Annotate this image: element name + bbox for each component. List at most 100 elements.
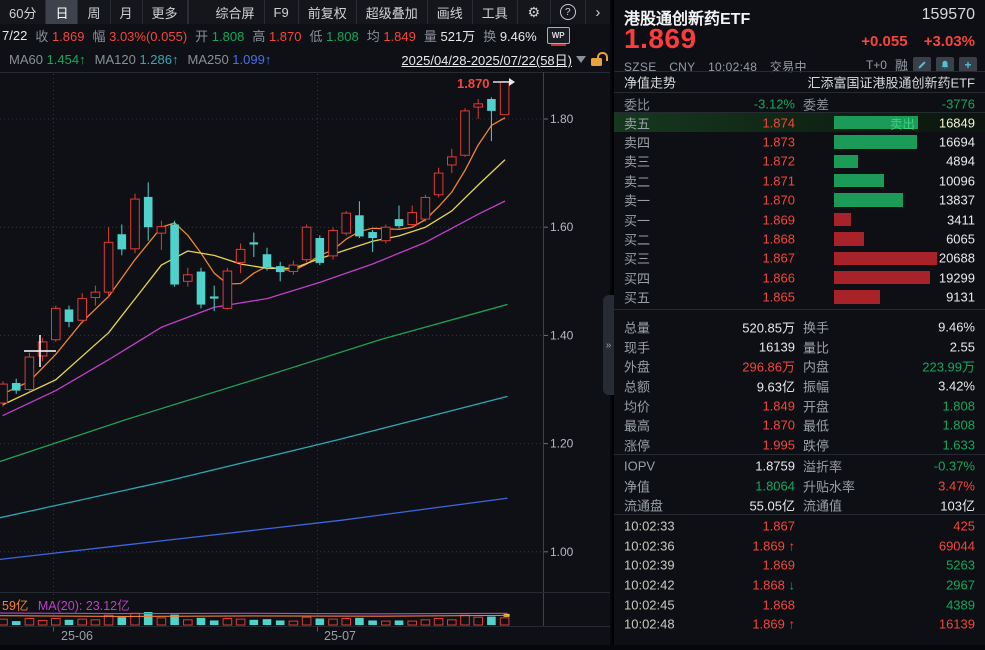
volume-bar <box>499 617 510 626</box>
stat-row: 均价 1.849 开盘 1.808 <box>614 396 985 416</box>
toolbar-button-综合屏[interactable]: 综合屏 <box>207 0 265 24</box>
candle <box>288 264 299 273</box>
ma-legend-bar: MA60 1.454↑ MA120 1.286↑ MA250 1.099↑ 2025… <box>0 47 610 73</box>
expand-toolbar-button[interactable]: › <box>586 0 610 24</box>
tab-period-月[interactable]: 月 <box>111 0 143 24</box>
order-volume: 19299 <box>938 270 975 286</box>
quote-tools: T+0 融 + <box>866 55 977 74</box>
nav-row: 净值走势 汇添富国证港股通创新药ETF <box>614 72 985 91</box>
order-row-buy[interactable]: 买三 1.867 20688 <box>614 249 985 268</box>
alert-button[interactable] <box>936 57 954 72</box>
wencai-wp-icon[interactable]: WP <box>546 27 570 46</box>
nav-trend-tab[interactable]: 净值走势 <box>624 75 677 90</box>
depth-bar <box>834 290 880 304</box>
volume-bar <box>420 619 431 626</box>
help-button[interactable]: ? <box>551 0 586 24</box>
tick-row: 10:02:33 1.867 425 <box>614 516 985 536</box>
volume-bar <box>0 618 8 626</box>
order-volume: 13837 <box>938 192 975 208</box>
toolbar-button-F9[interactable]: F9 <box>265 0 299 24</box>
candle <box>355 215 364 237</box>
order-row-buy[interactable]: 买四 1.866 19299 <box>614 268 985 287</box>
stat-label: 涨停 <box>624 438 651 454</box>
order-price: 1.874 <box>762 115 795 131</box>
order-price: 1.871 <box>762 173 795 189</box>
tab-period-周[interactable]: 周 <box>78 0 111 24</box>
divider <box>614 112 985 113</box>
order-row-sell[interactable]: 卖三 1.872 4894 <box>614 152 985 171</box>
candle <box>196 271 206 305</box>
weibi-label: 委比 <box>624 97 651 112</box>
stat-value: 9.46% <box>938 319 975 335</box>
toolbar-button-超级叠加[interactable]: 超级叠加 <box>357 0 428 24</box>
settings-button[interactable]: ⚙ <box>518 0 551 24</box>
stat-label: 总额 <box>624 379 651 395</box>
stock-name: 港股通创新药ETF <box>624 11 751 28</box>
y-axis-label: 1.80 <box>550 112 574 126</box>
fund-full-name: 汇添富国证港股通创新药ETF <box>807 75 975 90</box>
volume-bar <box>487 616 496 625</box>
order-row-sell[interactable]: 卖一 1.870 13837 <box>614 191 985 210</box>
candle <box>37 341 48 357</box>
toolbar-button-前复权[interactable]: 前复权 <box>299 0 357 24</box>
iopv-value: -0.37% <box>933 458 975 474</box>
order-row-sell[interactable]: 卖二 1.871 10096 <box>614 171 985 190</box>
order-price: 1.870 <box>762 192 795 208</box>
divider <box>614 309 985 310</box>
iopv-row: 流通盘 55.05亿 流通值 103亿 <box>614 495 985 515</box>
tab-period-更多[interactable]: 更多 <box>143 0 188 24</box>
candlestick-chart[interactable]: 1.80 1.60 1.40 1.20 1.00 25-06 25-07 1.870 <box>0 72 610 645</box>
candle <box>90 291 101 299</box>
gear-icon: ⚙ <box>527 3 541 20</box>
weibi-value: -3.12% <box>753 96 795 111</box>
quote-date: 7/22 <box>2 28 28 43</box>
stat-label: 现手 <box>624 340 651 356</box>
volume-bar <box>394 620 404 625</box>
tick-price: 1.869 ↑ <box>752 538 795 554</box>
edit-button[interactable] <box>913 57 931 72</box>
date-range-selector[interactable]: 2025/04/28-2025/07/22(58日) <box>401 53 572 68</box>
stat-value: 1.808 <box>942 398 975 414</box>
iopv-label: 溢折率 <box>803 459 843 475</box>
order-price: 1.873 <box>762 134 795 150</box>
order-level-label: 卖三 <box>624 154 651 170</box>
arrow-up-icon: ↑ <box>784 538 795 554</box>
unlock-icon[interactable] <box>591 52 608 67</box>
volume-bar <box>90 619 101 626</box>
order-row-buy[interactable]: 买二 1.868 6065 <box>614 229 985 248</box>
order-row-buy[interactable]: 买一 1.869 3411 <box>614 210 985 229</box>
candle <box>64 309 74 322</box>
order-row-buy[interactable]: 买五 1.865 9131 <box>614 288 985 307</box>
tab-period-60分[interactable]: 60分 <box>0 0 47 24</box>
tick-volume: 5263 <box>946 557 975 573</box>
candle <box>301 226 312 261</box>
candle <box>0 383 8 404</box>
sell-order-button[interactable]: 卖出 <box>889 117 915 132</box>
depth-bar <box>834 232 865 246</box>
stat-row: 外盘 296.86万 内盘 223.99万 <box>614 356 985 376</box>
depth-bar <box>834 193 903 207</box>
tick-time: 10:02:42 <box>624 577 675 593</box>
weicha-label: 委差 <box>803 97 830 112</box>
tick-price: 1.867 <box>762 518 795 534</box>
order-level-label: 买一 <box>624 213 651 229</box>
toolbar-button-工具[interactable]: 工具 <box>473 0 518 24</box>
order-book: 卖五 1.874 卖出 16849 卖四 1.873 16694 卖三 1.872 4894 卖二 1… <box>614 113 985 307</box>
order-row-sell[interactable]: 卖五 1.874 卖出 16849 <box>614 113 985 133</box>
panel-collapse-handle[interactable]: » <box>603 295 614 395</box>
stat-value: 223.99万 <box>922 359 975 375</box>
chevron-down-icon[interactable] <box>576 56 586 63</box>
quote-items: 收 1.869 幅 3.03%(0.055) 开 1.808 高 1.870 低 1.8… <box>27 26 536 45</box>
tick-volume: 4389 <box>946 597 975 613</box>
quote-item-label: 开 <box>195 29 212 44</box>
add-to-watchlist-button[interactable]: + <box>959 57 977 72</box>
toolbar-button-画线[interactable]: 画线 <box>428 0 473 24</box>
order-row-sell[interactable]: 卖四 1.873 16694 <box>614 132 985 151</box>
stat-value: 2.55 <box>949 339 975 355</box>
volume-bar <box>447 619 457 626</box>
iopv-row: IOPV 1.8759 溢折率 -0.37% <box>614 456 985 476</box>
quote-item-量: 量 521万 <box>424 26 475 45</box>
order-level-label: 买三 <box>624 251 651 267</box>
ma-label: MA250 <box>187 52 233 67</box>
tab-period-日[interactable]: 日 <box>46 0 79 24</box>
